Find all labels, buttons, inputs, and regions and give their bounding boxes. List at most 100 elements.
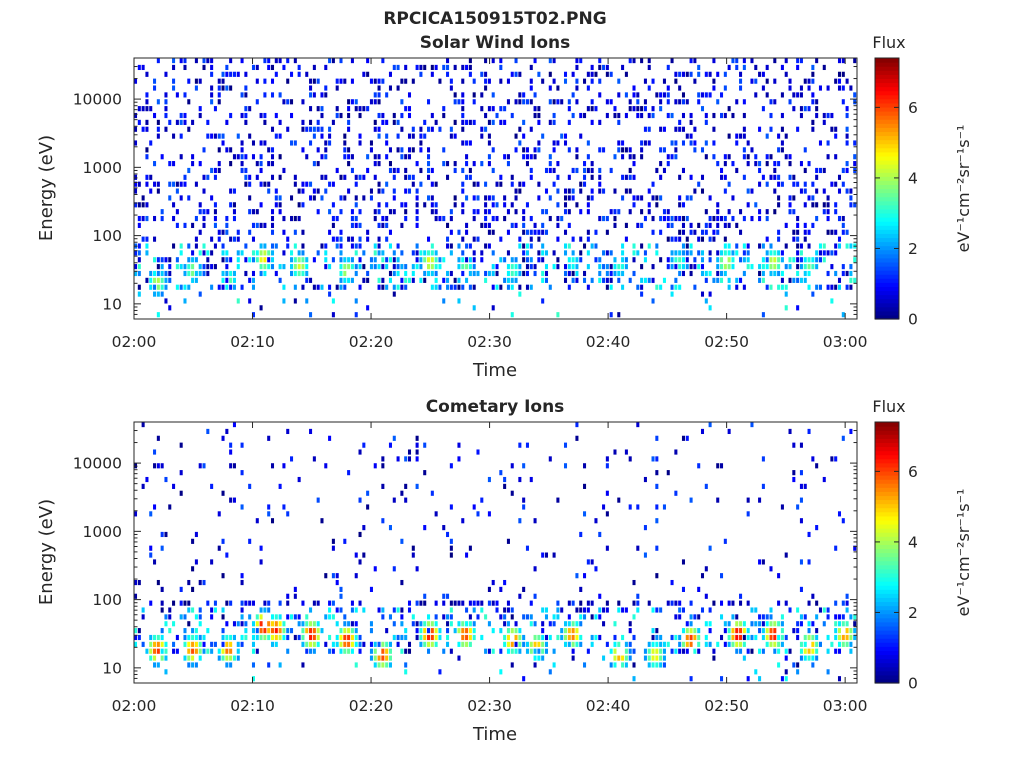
heatmap-cell — [168, 161, 172, 167]
heatmap-cell — [194, 634, 198, 641]
heatmap-cell — [377, 243, 381, 249]
heatmap-cell — [815, 106, 819, 112]
heatmap-cell — [415, 257, 419, 263]
heatmap-cell — [643, 476, 647, 483]
heatmap-cell — [636, 607, 640, 613]
heatmap-cell — [571, 112, 575, 119]
heatmap-cell — [510, 463, 514, 469]
colorbar-swatch — [875, 597, 899, 603]
heatmap-cell — [784, 58, 788, 64]
heatmap-cell — [666, 641, 670, 647]
heatmap-cell — [537, 71, 541, 77]
heatmap-cell — [202, 264, 206, 270]
heatmap-cell — [484, 112, 488, 119]
heatmap-cell — [632, 270, 636, 277]
heatmap-cell — [388, 641, 392, 647]
heatmap-cell — [716, 99, 720, 105]
heatmap-cell — [700, 174, 705, 180]
heatmap-cell — [468, 284, 472, 290]
heatmap-cell — [487, 270, 491, 277]
heatmap-cell — [853, 161, 857, 167]
heatmap-cell — [465, 243, 469, 249]
heatmap-cell — [670, 222, 674, 228]
heatmap-cell — [727, 222, 731, 228]
heatmap-cell — [609, 284, 613, 290]
heatmap-cell — [746, 628, 750, 634]
heatmap-cell — [244, 621, 248, 627]
heatmap-cell — [446, 222, 450, 228]
heatmap-cell — [381, 284, 385, 290]
heatmap-cell — [183, 298, 187, 304]
heatmap-cell — [735, 133, 739, 139]
heatmap-cell — [659, 257, 663, 263]
heatmap-cell — [834, 270, 838, 277]
heatmap-cell — [792, 195, 796, 201]
heatmap-cell — [153, 85, 157, 91]
heatmap-cell — [598, 277, 602, 283]
heatmap-cell — [567, 270, 571, 277]
heatmap-cell — [674, 215, 678, 222]
heatmap-cell — [225, 264, 229, 270]
colorbar-swatch — [875, 131, 899, 137]
heatmap-cell — [244, 119, 248, 125]
heatmap-cell — [670, 291, 674, 297]
heatmap-cell — [799, 243, 803, 249]
heatmap-cell — [742, 284, 746, 290]
heatmap-cell — [312, 133, 316, 139]
heatmap-cell — [723, 641, 727, 647]
heatmap-cell — [213, 133, 217, 139]
heatmap-cell — [134, 174, 138, 180]
heatmap-cell — [468, 167, 472, 174]
heatmap-cell — [826, 215, 830, 222]
colorbar-swatch — [875, 560, 899, 566]
heatmap-cell — [643, 140, 647, 146]
heatmap-cells — [134, 58, 857, 318]
heatmap-cell — [168, 607, 172, 613]
heatmap-cell — [758, 628, 762, 634]
heatmap-cell — [533, 648, 537, 654]
heatmap-cell — [651, 215, 655, 222]
heatmap-cell — [754, 669, 758, 675]
heatmap-cell — [624, 236, 628, 242]
heatmap-cell — [761, 634, 765, 641]
heatmap-cell — [465, 119, 469, 125]
heatmap-cell — [430, 284, 434, 290]
heatmap-cell — [312, 257, 316, 263]
heatmap-cell — [834, 621, 838, 627]
heatmap-cell — [198, 648, 202, 654]
heatmap-cell — [153, 112, 157, 119]
heatmap-cell — [799, 257, 803, 263]
heatmap-cell — [343, 277, 347, 283]
heatmap-cell — [754, 202, 758, 208]
colorbar-tick-label: 6 — [908, 463, 918, 481]
heatmap-cell — [350, 607, 354, 613]
heatmap-cell — [301, 600, 305, 606]
heatmap-cell — [670, 648, 674, 654]
heatmap-cell — [221, 607, 225, 613]
heatmap-cell — [754, 621, 758, 627]
heatmap-cell — [251, 628, 255, 634]
heatmap-cell — [590, 78, 594, 84]
heatmap-cell — [784, 284, 788, 290]
heatmap-cell — [419, 64, 423, 71]
heatmap-cell — [784, 600, 788, 606]
heatmap-cell — [537, 140, 541, 146]
heatmap-cell — [217, 92, 221, 98]
heatmap-cell — [590, 600, 594, 606]
heatmap-cell — [533, 229, 537, 235]
heatmap-cell — [659, 174, 663, 180]
heatmap-cell — [191, 641, 195, 647]
heatmap-cell — [773, 58, 777, 64]
heatmap-cell — [826, 202, 830, 208]
heatmap-cell — [309, 641, 313, 647]
heatmap-cell — [522, 119, 526, 125]
heatmap-cell — [788, 161, 792, 167]
colorbar-swatch — [875, 208, 899, 214]
heatmap-cell — [845, 270, 849, 277]
heatmap-cell — [583, 174, 587, 180]
heatmap-cell — [343, 140, 347, 146]
heatmap-cell — [373, 215, 377, 222]
heatmap-cell — [316, 250, 320, 256]
heatmap-cell — [796, 270, 800, 277]
heatmap-cell — [746, 600, 750, 606]
